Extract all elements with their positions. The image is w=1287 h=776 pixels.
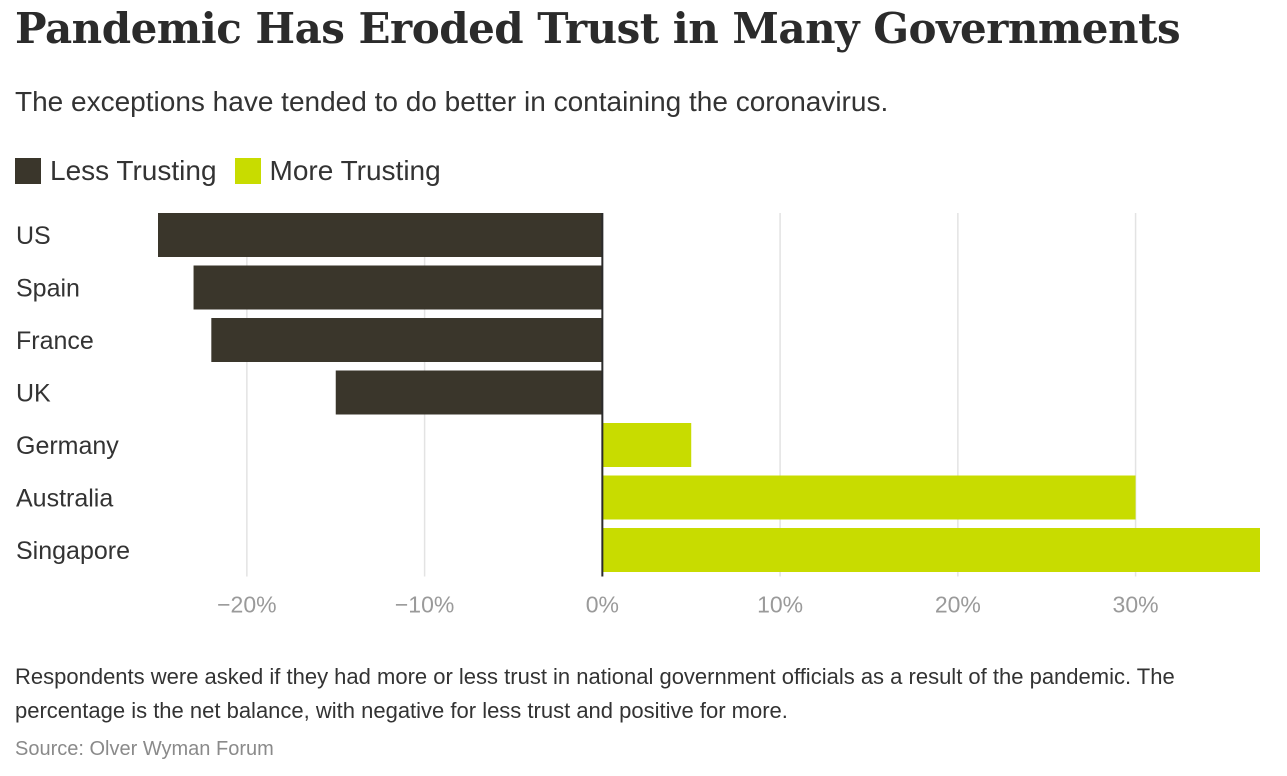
category-label: UK [16, 380, 51, 408]
legend-swatch-more-trusting [234, 158, 261, 184]
bar-singapore [602, 528, 1260, 572]
chart-note: Respondents were asked if they had more … [15, 664, 1175, 723]
bar-spain [193, 265, 603, 310]
x-tick-label: 30% [1113, 592, 1159, 618]
category-label: Singapore [16, 537, 130, 565]
category-label: US [16, 222, 51, 250]
legend-label-more-trusting: More Trusting [269, 155, 441, 186]
x-tick-label: 10% [757, 592, 803, 618]
source-credit: Source: Olver Wyman Forum [15, 738, 274, 760]
legend-item-more-trusting: More Trusting [234, 155, 441, 187]
x-tick-label: 20% [935, 592, 981, 618]
x-tick-label: −20% [217, 592, 276, 618]
legend-label-less-trusting: Less Trusting [50, 155, 217, 186]
category-label: Germany [16, 432, 119, 460]
bar-uk [335, 370, 603, 415]
category-label: Australia [16, 485, 113, 513]
category-label: France [16, 327, 94, 355]
category-label: Spain [16, 275, 80, 303]
legend-item-less-trusting: Less Trusting [15, 155, 217, 187]
x-tick-label: 0% [586, 592, 619, 618]
chart-subtitle: The exceptions have tended to do better … [15, 86, 889, 117]
bar-chart: US Spain France UK Germany Australia Singapore… [16, 213, 1260, 618]
x-tick-label: −10% [395, 592, 454, 618]
bar-us [158, 213, 603, 257]
bar-australia [602, 475, 1136, 520]
legend: Less Trusting More Trusting [15, 155, 459, 187]
chart-title: Pandemic Has Eroded Trust in Many Govern… [15, 4, 1181, 53]
bar-germany [602, 423, 692, 467]
bar-france [211, 318, 603, 362]
legend-swatch-less-trusting [15, 158, 41, 184]
